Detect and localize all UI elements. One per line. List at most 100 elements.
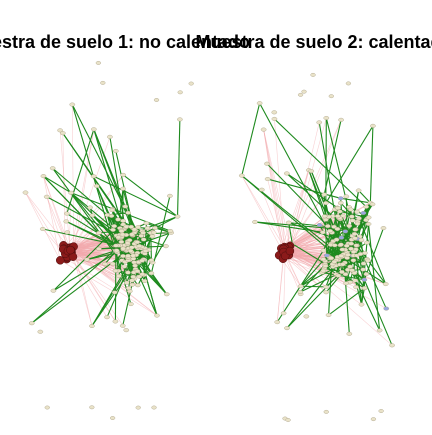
network-node xyxy=(357,252,364,257)
network-node xyxy=(365,258,371,263)
network-node xyxy=(107,134,113,139)
network-node xyxy=(89,323,95,328)
green-edge xyxy=(323,119,342,195)
pink-edge xyxy=(60,260,115,293)
network-node xyxy=(126,238,133,243)
network-node xyxy=(339,269,345,274)
green-edge xyxy=(328,241,334,316)
pink-edge xyxy=(263,129,290,256)
green-edge xyxy=(300,285,326,288)
pink-edge xyxy=(66,258,158,316)
network-node xyxy=(337,196,344,201)
network-node xyxy=(353,285,359,290)
network-node xyxy=(347,207,354,212)
green-edge xyxy=(70,192,171,232)
network-node xyxy=(260,127,267,132)
green-edge xyxy=(86,250,116,261)
network-node xyxy=(345,252,351,257)
network-node xyxy=(135,283,141,288)
network-node xyxy=(120,254,126,259)
network-node xyxy=(252,219,258,224)
network-node xyxy=(120,172,127,177)
network-node xyxy=(50,288,57,293)
network-node xyxy=(389,343,395,348)
network-node xyxy=(361,277,368,282)
green-edge xyxy=(241,175,338,258)
pink-edge xyxy=(241,175,284,254)
network-node xyxy=(37,329,44,334)
network-node xyxy=(113,243,119,248)
network-node xyxy=(119,232,126,237)
network-node xyxy=(345,81,352,86)
pink-edge xyxy=(70,129,95,251)
network-node xyxy=(68,190,74,195)
network-node xyxy=(358,302,365,307)
green-edge xyxy=(342,254,350,334)
green-edge xyxy=(119,245,128,283)
network-node xyxy=(113,248,120,253)
network-node xyxy=(308,169,315,174)
network-node xyxy=(84,257,90,262)
network-node xyxy=(109,261,116,266)
green-edge xyxy=(138,276,158,316)
network-node xyxy=(382,282,389,287)
green-edge xyxy=(66,129,95,214)
green-edge xyxy=(43,175,100,234)
green-edge xyxy=(324,267,343,273)
network-node xyxy=(271,116,278,121)
network-node xyxy=(351,231,358,236)
network-node xyxy=(90,174,97,179)
network-node xyxy=(104,315,110,320)
network-node xyxy=(347,264,353,269)
green-edge xyxy=(286,173,358,240)
network-node xyxy=(333,237,340,242)
network-node xyxy=(136,244,143,249)
network-node xyxy=(363,272,370,277)
network-node xyxy=(335,273,342,278)
green-edge xyxy=(254,221,323,233)
green-edge xyxy=(144,232,152,282)
network-node xyxy=(370,123,376,128)
network-node xyxy=(141,279,148,284)
network-node xyxy=(134,240,141,245)
network-node xyxy=(365,215,372,220)
network-node xyxy=(352,227,359,232)
network-node xyxy=(115,235,122,240)
network-node xyxy=(49,166,56,171)
network-node xyxy=(361,286,368,291)
network-node xyxy=(64,211,70,216)
network-node xyxy=(338,117,344,122)
network-node xyxy=(69,102,76,107)
network-node xyxy=(360,211,367,216)
network-node xyxy=(352,236,358,241)
network-node xyxy=(148,271,155,276)
network-node xyxy=(109,208,116,213)
network-node xyxy=(363,204,369,209)
network-node xyxy=(177,117,183,122)
network-node xyxy=(22,190,29,195)
network-node xyxy=(343,243,350,248)
network-node xyxy=(349,218,356,223)
network-node xyxy=(365,222,372,227)
network-node xyxy=(334,214,341,219)
panel-2-title: Muestra de suelo 2: calentado xyxy=(195,32,432,52)
green-edge xyxy=(286,172,339,209)
network-node xyxy=(321,214,328,219)
green-edge xyxy=(176,119,181,217)
network-node xyxy=(150,230,157,235)
green-edge xyxy=(325,275,339,288)
network-node xyxy=(148,258,155,263)
green-edge xyxy=(274,118,367,208)
network-node xyxy=(95,61,101,65)
network-node xyxy=(167,229,174,234)
network-node xyxy=(323,409,329,414)
network-node xyxy=(96,230,102,235)
green-edge xyxy=(122,174,178,217)
network-node xyxy=(130,253,136,258)
network-node xyxy=(356,216,362,221)
network-node xyxy=(358,237,365,242)
pink-edge xyxy=(282,119,342,255)
green-edge xyxy=(340,197,371,204)
